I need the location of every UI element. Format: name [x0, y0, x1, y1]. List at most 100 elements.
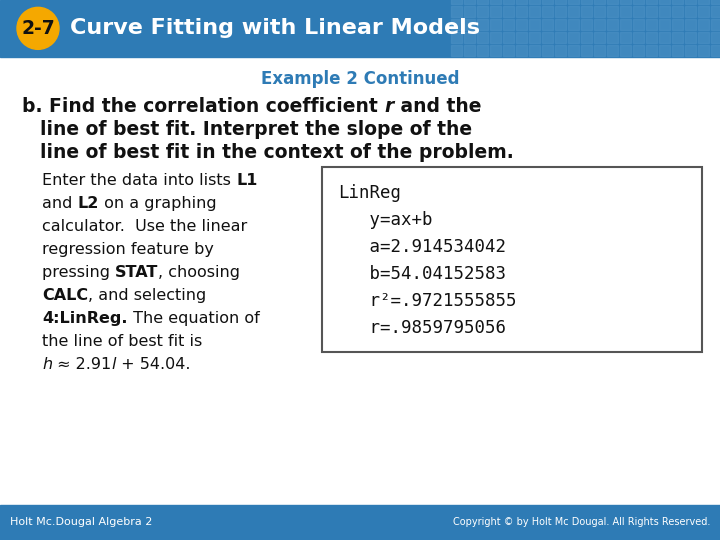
Text: L1: L1 [236, 173, 257, 188]
Bar [581, 45, 592, 56]
Bar [659, 0, 670, 4]
Bar [529, 19, 540, 30]
Text: and the: and the [394, 97, 481, 116]
Bar [581, 0, 592, 4]
Bar [503, 45, 514, 56]
Bar [451, 45, 462, 56]
Text: the line of best fit is: the line of best fit is [42, 334, 202, 349]
Bar [581, 32, 592, 43]
Bar [555, 6, 566, 17]
Bar [685, 32, 696, 43]
Text: L2: L2 [78, 196, 99, 211]
Text: l: l [112, 357, 116, 372]
Bar [503, 32, 514, 43]
Bar [477, 6, 488, 17]
Bar [477, 32, 488, 43]
Bar [594, 19, 605, 30]
Bar [672, 19, 683, 30]
Bar [503, 0, 514, 4]
Bar [555, 45, 566, 56]
Bar [672, 0, 683, 4]
Bar [633, 45, 644, 56]
Bar [516, 6, 527, 17]
Text: b. Find the correlation coefficient: b. Find the correlation coefficient [22, 97, 384, 116]
Text: y=ax+b: y=ax+b [338, 211, 433, 229]
Bar [607, 6, 618, 17]
Bar [711, 45, 720, 56]
Bar [529, 45, 540, 56]
Text: r: r [384, 97, 394, 116]
Text: regression feature by: regression feature by [42, 242, 214, 257]
Text: calculator.  Use the linear: calculator. Use the linear [42, 219, 247, 234]
Bar [607, 45, 618, 56]
Bar [633, 6, 644, 17]
Text: , choosing: , choosing [158, 265, 240, 280]
Bar [698, 6, 709, 17]
Bar [490, 0, 501, 4]
Text: h: h [42, 357, 52, 372]
Bar [633, 32, 644, 43]
Bar [672, 45, 683, 56]
Bar [672, 6, 683, 17]
Text: on a graphing: on a graphing [99, 196, 217, 211]
Bar [646, 19, 657, 30]
Bar [685, 19, 696, 30]
Bar [529, 6, 540, 17]
Bar [607, 32, 618, 43]
Text: and: and [42, 196, 78, 211]
Bar [503, 19, 514, 30]
Text: 4:LinReg.: 4:LinReg. [42, 311, 127, 326]
Bar [711, 6, 720, 17]
Bar [451, 6, 462, 17]
Bar [542, 32, 553, 43]
Circle shape [17, 8, 59, 49]
Bar [555, 0, 566, 4]
Bar [594, 6, 605, 17]
Bar [620, 0, 631, 4]
Text: LinReg: LinReg [338, 184, 401, 202]
Text: STAT: STAT [115, 265, 158, 280]
Bar [542, 0, 553, 4]
Bar [542, 45, 553, 56]
Text: + 54.04.: + 54.04. [116, 357, 190, 372]
Text: r=.9859795056: r=.9859795056 [338, 319, 506, 337]
Bar [490, 32, 501, 43]
Text: Example 2 Continued: Example 2 Continued [261, 70, 459, 87]
Bar [698, 0, 709, 4]
Bar [620, 6, 631, 17]
Bar [620, 32, 631, 43]
Bar [594, 45, 605, 56]
Bar [477, 45, 488, 56]
Bar [464, 6, 475, 17]
Bar [607, 0, 618, 4]
Bar [620, 19, 631, 30]
Bar [698, 45, 709, 56]
Bar [646, 32, 657, 43]
Bar [0, 0, 720, 57]
Text: line of best fit in the context of the problem.: line of best fit in the context of the p… [40, 143, 514, 162]
Bar [581, 19, 592, 30]
Text: b=54.04152583: b=54.04152583 [338, 265, 506, 283]
Bar [0, 57, 720, 505]
Text: r²=.9721555855: r²=.9721555855 [338, 292, 516, 310]
Bar [542, 6, 553, 17]
Bar [568, 45, 579, 56]
Bar [659, 32, 670, 43]
Bar [646, 45, 657, 56]
Text: , and selecting: , and selecting [88, 288, 207, 303]
Bar [607, 19, 618, 30]
Bar [594, 0, 605, 4]
Bar [516, 19, 527, 30]
Bar [711, 32, 720, 43]
Bar [451, 19, 462, 30]
Bar [698, 19, 709, 30]
Bar [633, 0, 644, 4]
Text: The equation of: The equation of [127, 311, 259, 326]
Bar [711, 19, 720, 30]
Bar [464, 19, 475, 30]
Bar [581, 6, 592, 17]
Bar [529, 0, 540, 4]
Text: pressing: pressing [42, 265, 115, 280]
Bar [633, 19, 644, 30]
Text: CALC: CALC [42, 288, 88, 303]
